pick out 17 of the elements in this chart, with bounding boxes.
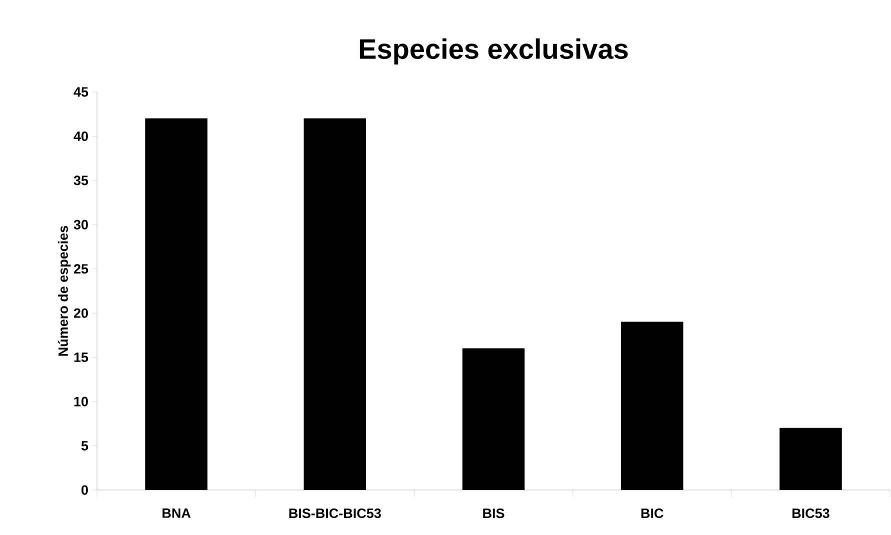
y-tick-label: 35 <box>74 176 88 186</box>
y-axis-title: Número de especies <box>58 226 71 356</box>
y-tick-label: 0 <box>82 485 88 495</box>
x-tick-label: BIC <box>641 508 664 518</box>
y-tick-label: 10 <box>74 396 88 406</box>
x-tick-label: BIS <box>483 508 504 518</box>
y-tick-label: 30 <box>74 220 88 230</box>
x-tick-label: BNA <box>162 508 191 518</box>
x-tick-label: BIS-BIC-BIC53 <box>289 508 381 518</box>
y-tick-label: 20 <box>74 308 88 318</box>
y-tick-label: 15 <box>74 352 88 362</box>
y-tick-label: 25 <box>74 264 88 274</box>
y-tick-label: 40 <box>74 131 88 141</box>
x-tick-label: BIC53 <box>792 508 830 518</box>
chart-title: Especies exclusivas <box>360 38 628 64</box>
y-tick-label: 45 <box>74 87 88 97</box>
y-tick-label: 5 <box>81 441 88 450</box>
